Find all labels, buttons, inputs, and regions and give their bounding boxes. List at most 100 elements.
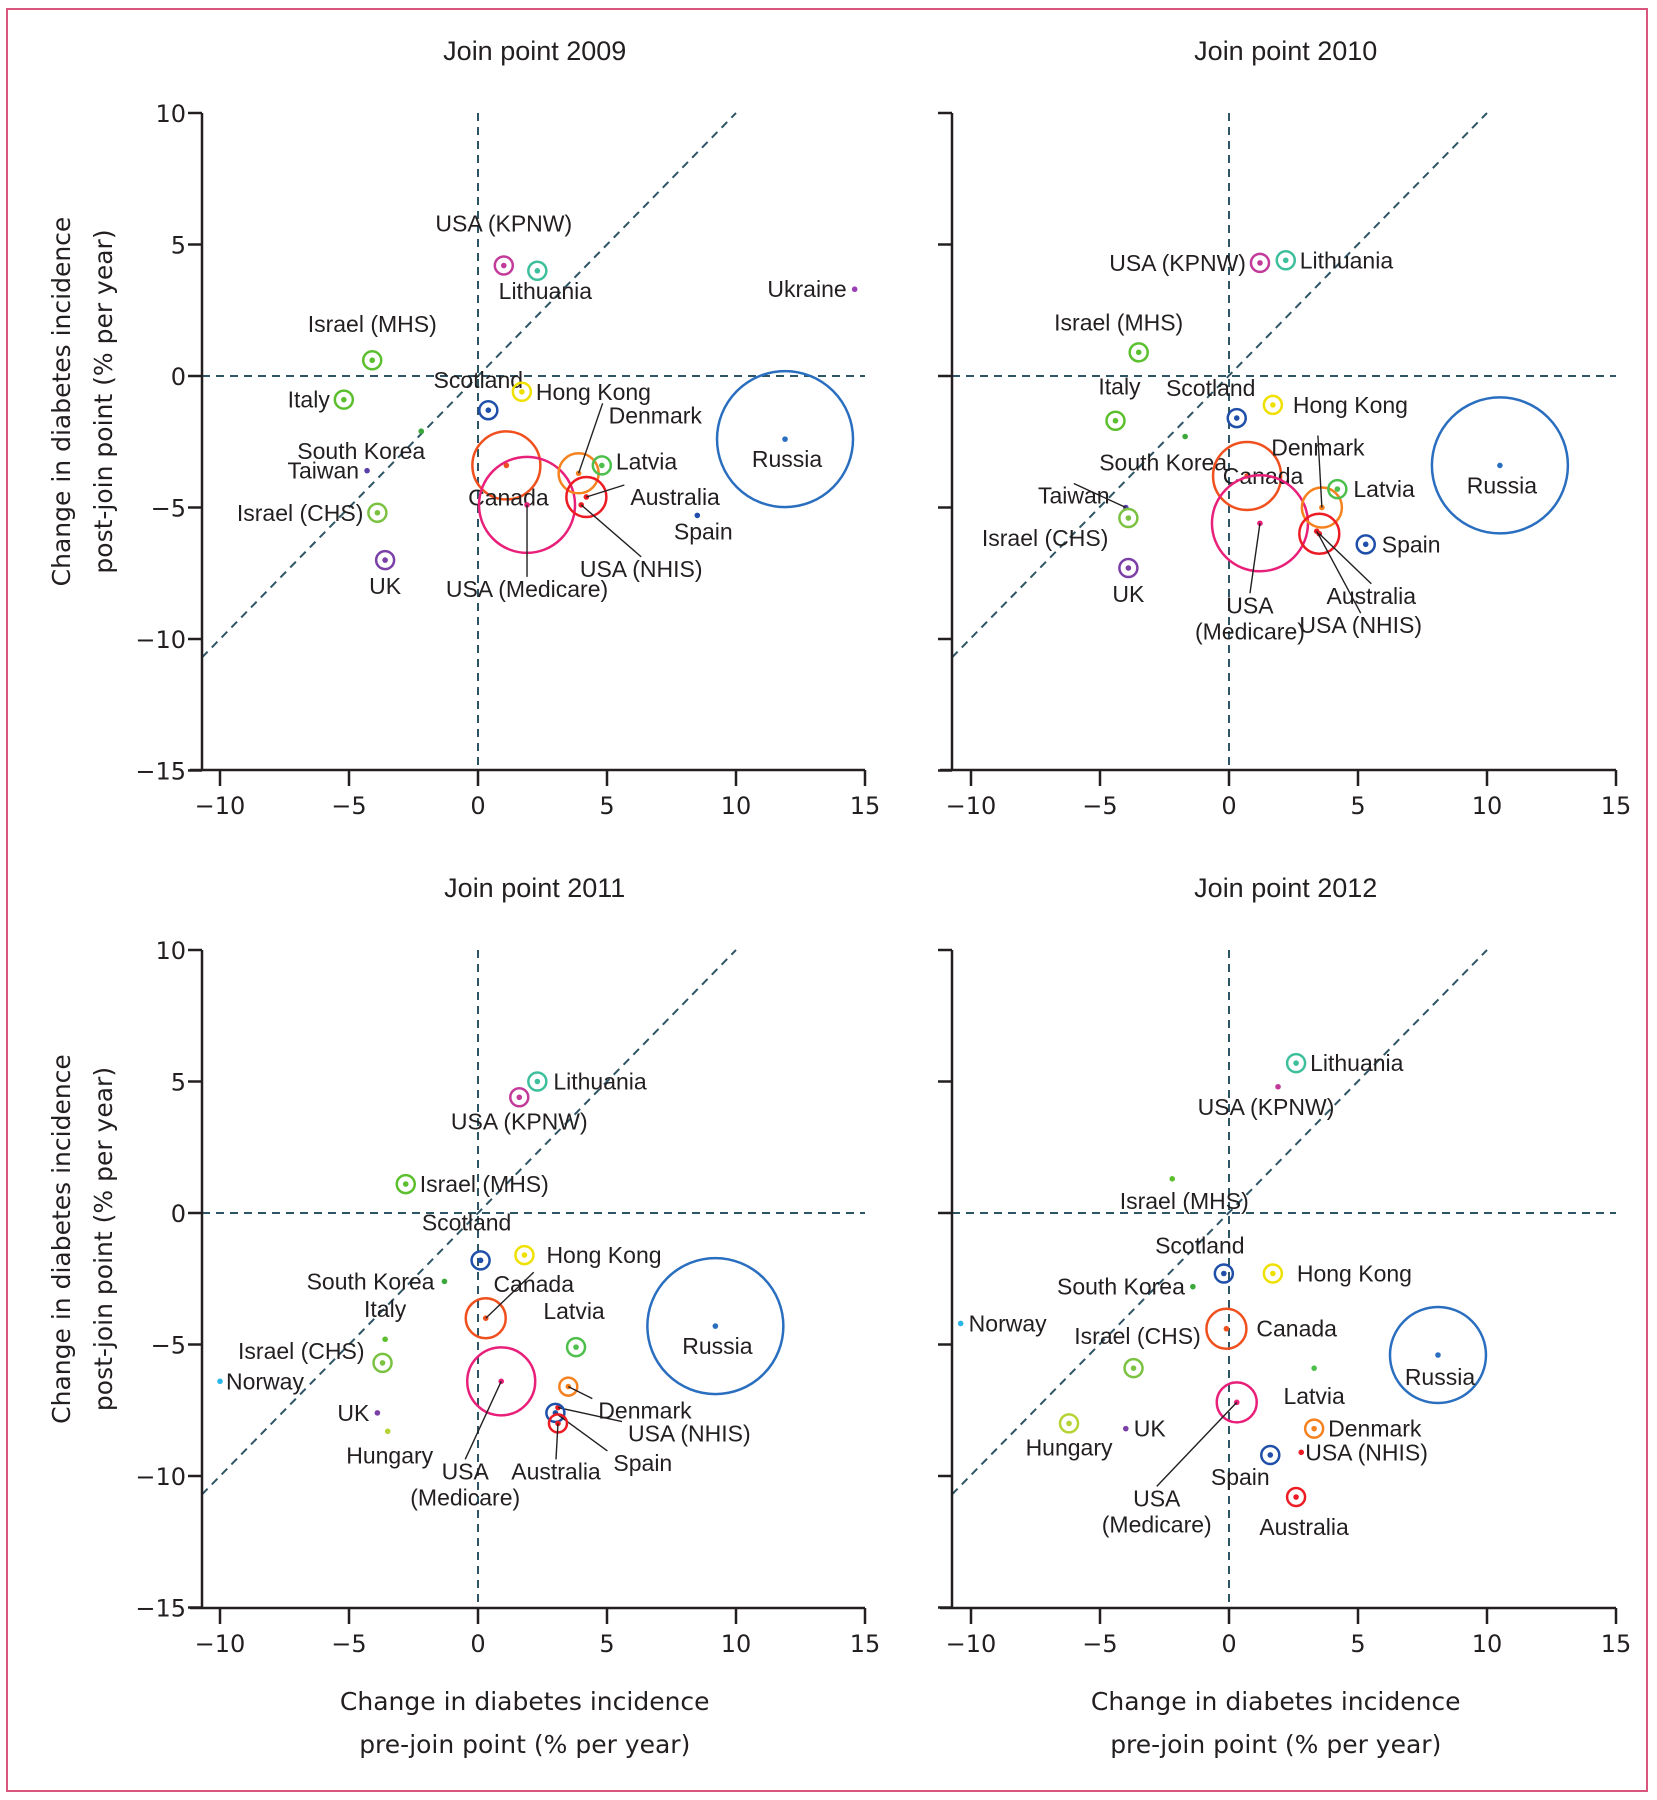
- point-label: Israel (CHS): [982, 525, 1109, 551]
- point-denmark[interactable]: Denmark: [558, 1376, 692, 1424]
- point-russia[interactable]: Russia: [1430, 396, 1570, 535]
- point-hong-kong[interactable]: Hong Kong: [1262, 392, 1408, 418]
- point-center: [534, 268, 541, 274]
- point-center: [1267, 1452, 1274, 1458]
- point-usa-medicare[interactable]: USA (Medicare): [446, 455, 608, 602]
- point-latvia[interactable]: Latvia: [591, 448, 678, 476]
- point-taiwan[interactable]: Taiwan: [287, 458, 370, 484]
- point-spain[interactable]: Spain: [545, 1402, 672, 1476]
- point-israel-mhs[interactable]: Israel (MHS): [1120, 1176, 1249, 1214]
- point-taiwan[interactable]: Taiwan: [1038, 483, 1129, 511]
- point-latvia[interactable]: Latvia: [1327, 476, 1415, 502]
- point-usa-medicare[interactable]: USA(Medicare): [1102, 1381, 1258, 1537]
- point-usa-kpnw[interactable]: USA (KPNW): [1198, 1083, 1335, 1120]
- point-italy[interactable]: Italy: [288, 387, 355, 413]
- point-uk[interactable]: UK: [1112, 557, 1145, 607]
- point-russia[interactable]: Russia: [1388, 1305, 1488, 1405]
- point-israel-chs[interactable]: Israel (CHS): [1074, 1323, 1201, 1379]
- point-russia[interactable]: Russia: [715, 369, 855, 509]
- point-hungary[interactable]: Hungary: [346, 1428, 434, 1468]
- point-canada[interactable]: Canada: [1205, 1307, 1337, 1350]
- point-norway[interactable]: Norway: [957, 1310, 1047, 1336]
- point-israel-mhs[interactable]: Israel (MHS): [395, 1171, 549, 1197]
- point-spain[interactable]: Spain: [1355, 531, 1441, 557]
- point-south-korea[interactable]: South Korea: [1057, 1274, 1196, 1300]
- point-label: Lithuania: [1310, 1050, 1404, 1076]
- point-lithuania[interactable]: Lithuania: [1285, 1050, 1404, 1076]
- point-usa-nhis[interactable]: USA (NHIS): [1298, 1439, 1428, 1465]
- point-label: Israel (MHS): [308, 311, 437, 337]
- point-center: [1135, 349, 1142, 356]
- point-spain[interactable]: Spain: [674, 512, 733, 545]
- x-axis-label: Change in diabetes incidence: [340, 1687, 710, 1716]
- point-label: (Medicare): [1195, 618, 1305, 644]
- point-israel-chs[interactable]: Israel (CHS): [982, 507, 1139, 551]
- point-circle: [1327, 478, 1348, 500]
- x-tick-label: 10: [721, 1630, 752, 1658]
- point-israel-mhs[interactable]: Israel (MHS): [308, 311, 437, 371]
- point-label: USA (KPNW): [451, 1108, 588, 1134]
- point-denmark[interactable]: Denmark: [1303, 1416, 1422, 1442]
- point-italy[interactable]: Italy: [364, 1296, 407, 1343]
- point-center: [555, 1420, 561, 1427]
- panel-title: Join point 2009: [443, 36, 626, 66]
- point-uk[interactable]: UK: [1123, 1416, 1166, 1442]
- point-label: Russia: [1467, 472, 1538, 498]
- point-usa-nhis[interactable]: USA (NHIS): [1299, 528, 1422, 638]
- point-spain[interactable]: Spain: [1211, 1444, 1281, 1490]
- point-ukraine[interactable]: Ukraine: [767, 276, 858, 302]
- point-scotland[interactable]: Scotland: [422, 1209, 512, 1271]
- x-tick-label: 15: [850, 1630, 881, 1658]
- point-usa-nhis[interactable]: USA (NHIS): [555, 1404, 751, 1447]
- point-russia[interactable]: Russia: [646, 1256, 785, 1396]
- point-australia[interactable]: Australia: [1259, 1486, 1349, 1540]
- point-label: South Korea: [307, 1268, 435, 1294]
- point-hungary[interactable]: Hungary: [1026, 1413, 1113, 1460]
- point-uk[interactable]: UK: [337, 1400, 381, 1426]
- point-canada[interactable]: Canada: [464, 1271, 574, 1340]
- point-usa-medicare[interactable]: USA(Medicare): [410, 1346, 537, 1510]
- point-center: [1123, 1425, 1129, 1432]
- point-israel-mhs[interactable]: Israel (MHS): [1054, 309, 1183, 363]
- point-circle: [591, 455, 613, 476]
- point-circle: [1285, 1052, 1307, 1074]
- point-label: Denmark: [1271, 435, 1365, 461]
- point-australia[interactable]: Australia: [565, 475, 720, 519]
- point-usa-nhis[interactable]: USA (NHIS): [578, 502, 703, 582]
- point-latvia[interactable]: Latvia: [1283, 1365, 1345, 1409]
- point-hong-kong[interactable]: Hong Kong: [514, 1242, 662, 1268]
- point-scotland[interactable]: Scotland: [434, 367, 524, 421]
- point-lithuania[interactable]: Lithuania: [499, 260, 593, 304]
- point-latvia[interactable]: Latvia: [543, 1298, 605, 1358]
- point-australia[interactable]: Australia: [1298, 512, 1416, 609]
- point-usa-kpnw[interactable]: USA (KPNW): [451, 1087, 588, 1134]
- point-israel-chs[interactable]: Israel (CHS): [237, 500, 388, 526]
- point-hong-kong[interactable]: Hong Kong: [1262, 1260, 1412, 1286]
- point-south-korea[interactable]: South Korea: [1099, 433, 1227, 476]
- point-usa-kpnw[interactable]: USA (KPNW): [1109, 250, 1271, 276]
- panel-join-point-2009: Join point 2009 10 5 0 −5 −10 −15 −10 −5 0 5 10 15 Ch…: [47, 36, 880, 820]
- point-usa-kpnw[interactable]: USA (KPNW): [435, 211, 572, 276]
- point-center: [565, 1383, 572, 1390]
- point-australia[interactable]: Australia: [511, 1413, 601, 1484]
- point-israel-chs[interactable]: Israel (CHS): [238, 1338, 393, 1374]
- x-tick-label: 10: [1472, 792, 1503, 820]
- point-circle: [1118, 507, 1139, 529]
- leader-line: [567, 1385, 593, 1400]
- point-south-korea[interactable]: South Korea: [307, 1268, 448, 1294]
- point-scotland[interactable]: Scotland: [1155, 1232, 1245, 1284]
- point-denmark[interactable]: Denmark: [1271, 435, 1365, 529]
- point-hong-kong[interactable]: Hong Kong: [511, 379, 651, 405]
- point-scotland[interactable]: Scotland: [1166, 375, 1256, 429]
- point-denmark[interactable]: Denmark: [557, 402, 703, 495]
- point-uk[interactable]: UK: [369, 549, 402, 599]
- point-south-korea[interactable]: South Korea: [297, 428, 425, 464]
- point-label: Norway: [226, 1368, 304, 1394]
- y-tick-label: 5: [171, 1069, 186, 1097]
- point-lithuania[interactable]: Lithuania: [527, 1069, 647, 1095]
- point-lithuania[interactable]: Lithuania: [1275, 247, 1394, 273]
- point-italy[interactable]: Italy: [1098, 374, 1141, 431]
- point-norway[interactable]: Norway: [217, 1368, 304, 1394]
- point-usa-medicare[interactable]: USA(Medicare): [1195, 474, 1310, 644]
- point-center: [1130, 1365, 1137, 1371]
